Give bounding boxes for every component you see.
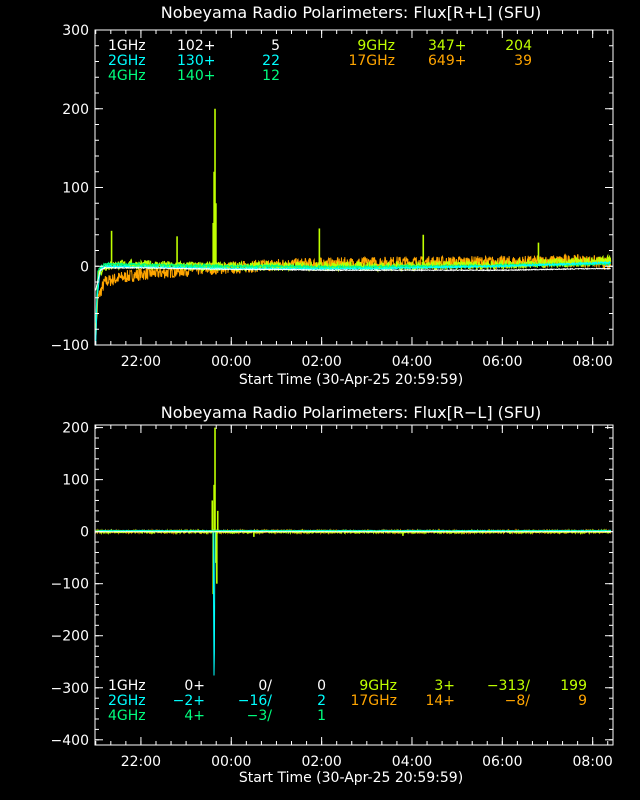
legend-entry-text: 9 <box>578 693 587 709</box>
legend-entry-text: 17GHz <box>350 693 397 709</box>
y-tick-label: −400 <box>51 733 89 749</box>
x-tick-label: 06:00 <box>482 754 522 770</box>
legend-entry-text: 204 <box>505 38 532 54</box>
y-tick-label: 300 <box>62 23 89 39</box>
legend-entry-text: 2GHz <box>108 693 146 709</box>
x-tick-label: 22:00 <box>121 754 161 770</box>
legend-entry-text: 130+ <box>177 53 215 69</box>
plot-area: 300 200 100 0 −100 22:00 00:00 02:00 04:00 06:00 0… <box>51 23 614 370</box>
legend-entry-text: 3+ <box>434 678 455 694</box>
y-tick-label: 0 <box>80 525 89 541</box>
x-tick-label: 08:00 <box>572 354 612 370</box>
chart-title: Nobeyama Radio Polarimeters: Flux[R−L] (… <box>161 403 541 422</box>
legend-entry-text: 17GHz <box>348 53 395 69</box>
x-tick-label: 02:00 <box>301 354 341 370</box>
legend-entry-text: 5 <box>271 38 280 54</box>
y-tick-label: 100 <box>62 473 89 489</box>
legend-entry-text: −16/ <box>238 693 273 709</box>
x-axis-label: Start Time (30-Apr-25 20:59:59) <box>239 372 463 388</box>
legend-entry-text: 22 <box>262 53 280 69</box>
y-tick-label: 100 <box>62 181 89 197</box>
legend-entry-text: 9GHz <box>357 38 395 54</box>
legend-entry-text: 0+ <box>184 678 205 694</box>
legend-entry-text: 102+ <box>177 38 215 54</box>
legend-entry-text: −3/ <box>247 708 273 724</box>
legend-entry-text: 1GHz <box>108 678 146 694</box>
legend-entry-text: 14+ <box>425 693 455 709</box>
series-1ghz-line <box>94 266 611 291</box>
legend: 1GHz 102+ 5 2GHz 130+ 22 4GHz 140+ 12 9GHz 347+ 204… <box>108 38 532 84</box>
legend-entry-text: 2GHz <box>108 53 146 69</box>
x-tick-label: 06:00 <box>482 354 522 370</box>
legend-entry-text: 0/ <box>258 678 272 694</box>
legend-entry-text: 4GHz <box>108 68 146 84</box>
x-tick-label: 22:00 <box>121 354 161 370</box>
legend: 1GHz 0+ 0/0 2GHz −2+ −16/2 4GHz 4+ −3/1 9GHz 3+ −31… <box>108 678 587 724</box>
y-tick-label: 200 <box>62 421 89 437</box>
x-tick-label: 04:00 <box>392 354 432 370</box>
legend-entry-text: 12 <box>262 68 280 84</box>
legend-entry-text: 140+ <box>177 68 215 84</box>
chart-title: Nobeyama Radio Polarimeters: Flux[R+L] (… <box>161 3 541 22</box>
chart-flux-r-plus-l: Nobeyama Radio Polarimeters: Flux[R+L] (… <box>51 3 614 388</box>
legend-entry-text: 649+ <box>428 53 466 69</box>
y-tick-label: −300 <box>51 681 89 697</box>
axes-frame <box>94 29 614 346</box>
legend-entry-text: 4GHz <box>108 708 146 724</box>
series-4ghz-line <box>94 261 612 324</box>
legend-entry-text: 1GHz <box>108 38 146 54</box>
legend-entry-text: 2 <box>317 693 326 709</box>
legend-entry-text: 0 <box>317 678 326 694</box>
x-tick-label: 02:00 <box>301 754 341 770</box>
y-tick-label: 0 <box>80 259 89 275</box>
x-tick-label: 08:00 <box>572 754 612 770</box>
y-tick-label: −100 <box>51 338 89 354</box>
legend-entry-text: −2+ <box>173 693 205 709</box>
legend-entry-text: 1 <box>317 708 326 724</box>
legend-entry-text: −8/ <box>505 693 531 709</box>
x-tick-label: 00:00 <box>211 354 251 370</box>
y-tick-label: 200 <box>62 102 89 118</box>
axes-frame <box>94 424 614 746</box>
legend-entry-text: 4+ <box>184 708 205 724</box>
legend-entry-text: 199 <box>560 678 587 694</box>
series-2ghz-line <box>94 528 612 676</box>
legend-entry-text: −313/ <box>487 678 530 694</box>
legend-entry-text: 9GHz <box>359 678 397 694</box>
legend-entry-text: 347+ <box>428 38 466 54</box>
y-tick-label: −100 <box>51 577 89 593</box>
x-tick-label: 04:00 <box>392 754 432 770</box>
chart-flux-r-minus-l: Nobeyama Radio Polarimeters: Flux[R−L] (… <box>51 403 614 786</box>
legend-entry-text: 39 <box>514 53 532 69</box>
x-axis-label: Start Time (30-Apr-25 20:59:59) <box>239 770 463 786</box>
x-tick-label: 00:00 <box>211 754 251 770</box>
y-tick-label: −200 <box>51 629 89 645</box>
